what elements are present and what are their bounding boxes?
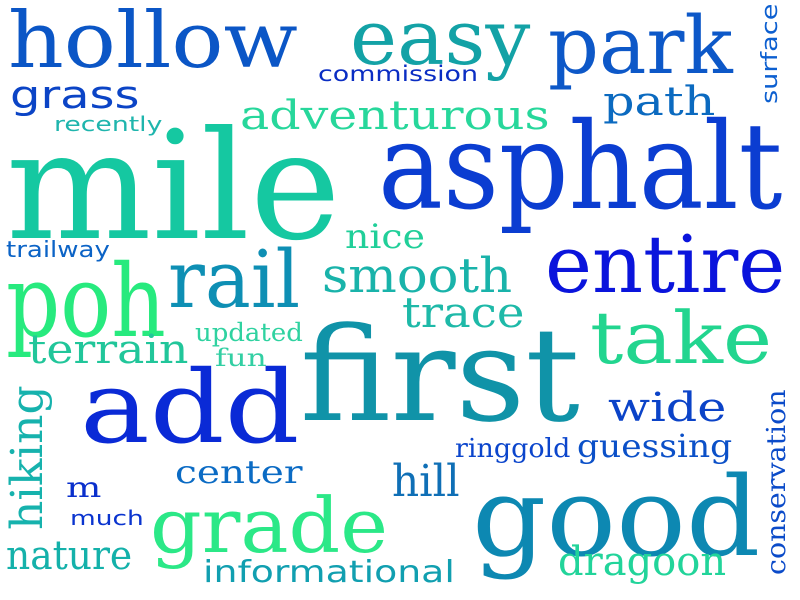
word-first: first bbox=[300, 299, 580, 451]
word-dragoon: dragoon bbox=[558, 539, 727, 585]
word-informational: informational bbox=[203, 555, 455, 590]
word-nice: nice bbox=[345, 217, 425, 257]
word-rail: rail bbox=[168, 233, 301, 326]
word-fun: fun bbox=[215, 344, 267, 372]
word-entire: entire bbox=[545, 218, 786, 311]
word-ringgold: ringgold bbox=[455, 434, 571, 464]
word-center: center bbox=[175, 453, 303, 491]
word-easy: easy bbox=[350, 0, 531, 82]
word-take: take bbox=[590, 296, 773, 380]
word-hiking: hiking bbox=[2, 385, 53, 530]
word-hill: hill bbox=[392, 456, 460, 507]
word-trailway: trailway bbox=[6, 238, 110, 263]
word-updated: updated bbox=[195, 318, 303, 347]
word-grass: grass bbox=[10, 73, 140, 117]
word-m: m bbox=[66, 471, 102, 504]
word-path: path bbox=[603, 79, 716, 125]
word-smooth: smooth bbox=[322, 248, 513, 304]
word-much: much bbox=[70, 506, 144, 530]
word-add: add bbox=[80, 349, 300, 466]
word-conservation: conservation bbox=[762, 389, 792, 575]
word-guessing: guessing bbox=[577, 427, 733, 465]
word-adventurous: adventurous bbox=[240, 93, 550, 139]
word-nature: nature bbox=[6, 533, 133, 579]
word-surface: surface bbox=[758, 3, 783, 104]
word-asphalt: asphalt bbox=[378, 98, 783, 237]
word-poh: poh bbox=[6, 243, 166, 360]
word-trace: trace bbox=[402, 288, 525, 337]
word-wide: wide bbox=[608, 385, 727, 431]
word-mile: mile bbox=[6, 100, 341, 274]
word-hollow: hollow bbox=[8, 0, 298, 86]
word-recently: recently bbox=[54, 112, 163, 136]
word-good: good bbox=[472, 453, 761, 581]
word-commission: commission bbox=[318, 62, 479, 86]
word-terrain: terrain bbox=[28, 327, 189, 373]
word-grade: grade bbox=[150, 481, 389, 570]
word-park: park bbox=[548, 0, 733, 92]
